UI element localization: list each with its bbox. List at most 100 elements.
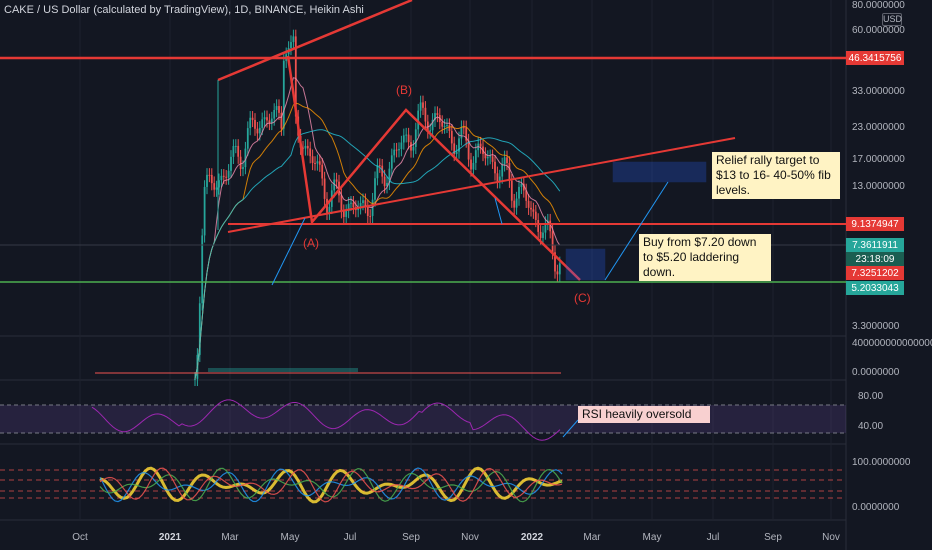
price-tick-label: 23.0000000 [852,122,905,133]
candle-body [213,183,216,190]
price-tick-label: 60.0000000 [852,25,905,36]
candle-body [556,271,559,275]
candle-body [234,145,237,147]
candle-body [390,155,393,169]
stoch-line [99,467,563,503]
time-tick-label: Sep [402,532,420,543]
time-tick-label: 2022 [520,532,544,543]
candle-body [215,187,218,190]
countdown-badge: 23:18:09 [846,252,904,266]
candle-body [342,211,345,217]
stoch-line [99,467,563,503]
candle-body [220,175,223,181]
candle-body [402,135,405,143]
candle-body [498,176,501,182]
candle-body [280,112,283,129]
candle-body [412,146,415,151]
candle-body [246,128,249,149]
candle-body [275,106,278,110]
time-tick-label: Mar [583,532,601,543]
volume-bars [95,372,561,374]
candle-body [443,125,446,127]
candle-body [254,119,256,129]
rsi-arrow [562,419,579,438]
candle-body [460,127,463,139]
candle-body [520,183,523,187]
candle-body [371,199,374,216]
candle-body [470,159,472,170]
candle-body [419,102,422,111]
time-tick-label: Sep [764,532,782,543]
candle-body [395,149,398,151]
candle-body [484,154,487,159]
candle-body [225,176,228,178]
candle-body [314,162,316,164]
candle-body [292,36,295,43]
candle-body [503,157,506,165]
upper-trendline [217,0,413,82]
candle-body [462,127,465,129]
candle-body [450,130,453,144]
candle-body [405,134,408,136]
candle-body [388,168,391,183]
candle-body [306,145,309,149]
candle-body [554,252,556,272]
candle-body [386,182,388,187]
candle-body [501,164,504,177]
candle-body [527,200,530,208]
candle-body [345,211,348,217]
volume-tick-label: 0.0000000 [852,367,900,378]
abc-wave-path [286,55,581,281]
candle-body [256,128,259,134]
candle-body [302,147,304,149]
candle-body [431,119,434,131]
candle-body [374,178,376,200]
candle-body [352,202,355,208]
rsi-tick-label: 80.00 [858,391,884,402]
price-tick-label: 13.0000000 [852,181,905,192]
time-tick-label: Jul [706,532,720,543]
candle-body [441,122,444,127]
candle-body [489,156,492,158]
candle-body [398,149,400,151]
time-tick-label: Jul [343,532,357,543]
candle-body [203,186,206,236]
relief-rally-note[interactable]: Relief rally target to $13 to 16- 40-50%… [712,152,840,199]
time-tick-label: Mar [221,532,239,543]
candle-body [261,119,264,128]
candle-body [208,174,211,176]
rsi-oversold-note[interactable]: RSI heavily oversold [578,406,710,423]
candle-body [206,174,208,187]
candle-body [222,175,225,177]
candle-body [258,127,261,134]
currency-badge[interactable]: USD [882,13,903,26]
candle-body [400,142,403,150]
candle-body [323,178,326,199]
candle-body [448,125,451,131]
candle-body [227,170,230,178]
candle-body [508,162,511,181]
candle-body [537,219,540,232]
candle-body [335,179,338,182]
candle-body [393,149,396,156]
candle-body [532,209,535,212]
candle-body [359,203,362,208]
buy-zone-note[interactable]: Buy from $7.20 down to $5.20 laddering d… [639,234,771,281]
candle-body [422,102,424,108]
target-arrow [604,181,669,281]
price-tick-label: 17.0000000 [852,154,905,165]
wave-c-label: (C) [574,291,591,305]
open-price-badge: 7.3251202 [846,266,904,280]
candle-body [369,215,372,217]
candle-body [515,198,518,208]
candle-body [510,180,513,201]
candle-body [378,165,381,167]
time-tick-label: Nov [822,532,840,543]
candle-body [530,207,532,210]
candle-body [198,303,201,355]
wave-a-label: (A) [303,236,319,250]
candle-body [311,156,314,163]
candle-body [270,118,273,123]
